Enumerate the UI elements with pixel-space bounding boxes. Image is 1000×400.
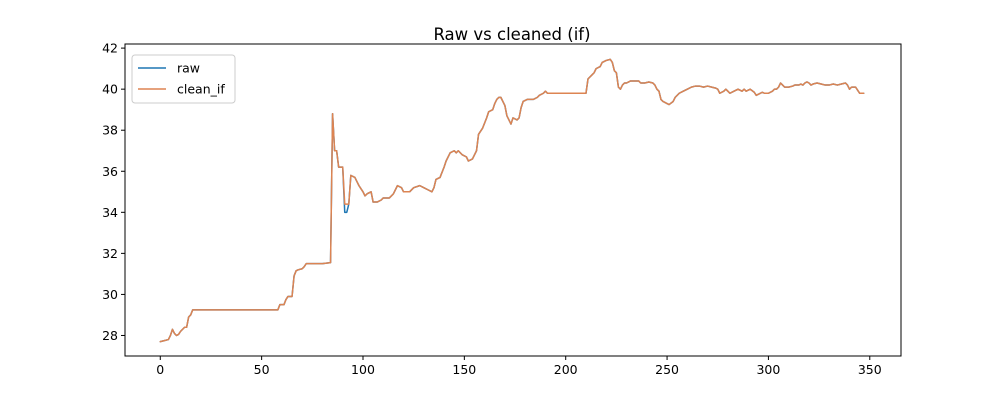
series-layer — [159, 58, 865, 343]
series-line-clean-if — [159, 58, 865, 343]
y-tick-label: 40 — [102, 82, 118, 97]
x-tick-label: 350 — [858, 362, 882, 377]
y-axis: 28 30 32 34 36 38 40 42 — [102, 41, 125, 343]
x-axis: 0 50 100 150 200 250 300 350 — [156, 356, 882, 377]
y-tick-label: 38 — [102, 123, 118, 138]
y-tick-label: 28 — [102, 328, 118, 343]
plot-area-frame — [124, 43, 902, 357]
y-tick-label: 32 — [102, 246, 118, 261]
y-tick-label: 30 — [102, 287, 118, 302]
x-tick-label: 50 — [254, 362, 270, 377]
x-tick-label: 0 — [156, 362, 164, 377]
legend: raw clean_if — [131, 54, 236, 104]
x-tick-label: 300 — [756, 362, 780, 377]
legend-box — [131, 54, 236, 104]
x-tick-label: 200 — [554, 362, 578, 377]
y-tick-label: 36 — [102, 164, 118, 179]
x-tick-label: 150 — [452, 362, 476, 377]
legend-label: raw — [177, 61, 200, 76]
y-tick-label: 42 — [102, 41, 118, 56]
legend-label: clean_if — [177, 82, 225, 97]
chart-title: Raw vs cleaned (if) — [433, 25, 590, 44]
x-tick-label: 250 — [655, 362, 679, 377]
x-tick-label: 100 — [351, 362, 375, 377]
y-tick-label: 34 — [102, 205, 118, 220]
